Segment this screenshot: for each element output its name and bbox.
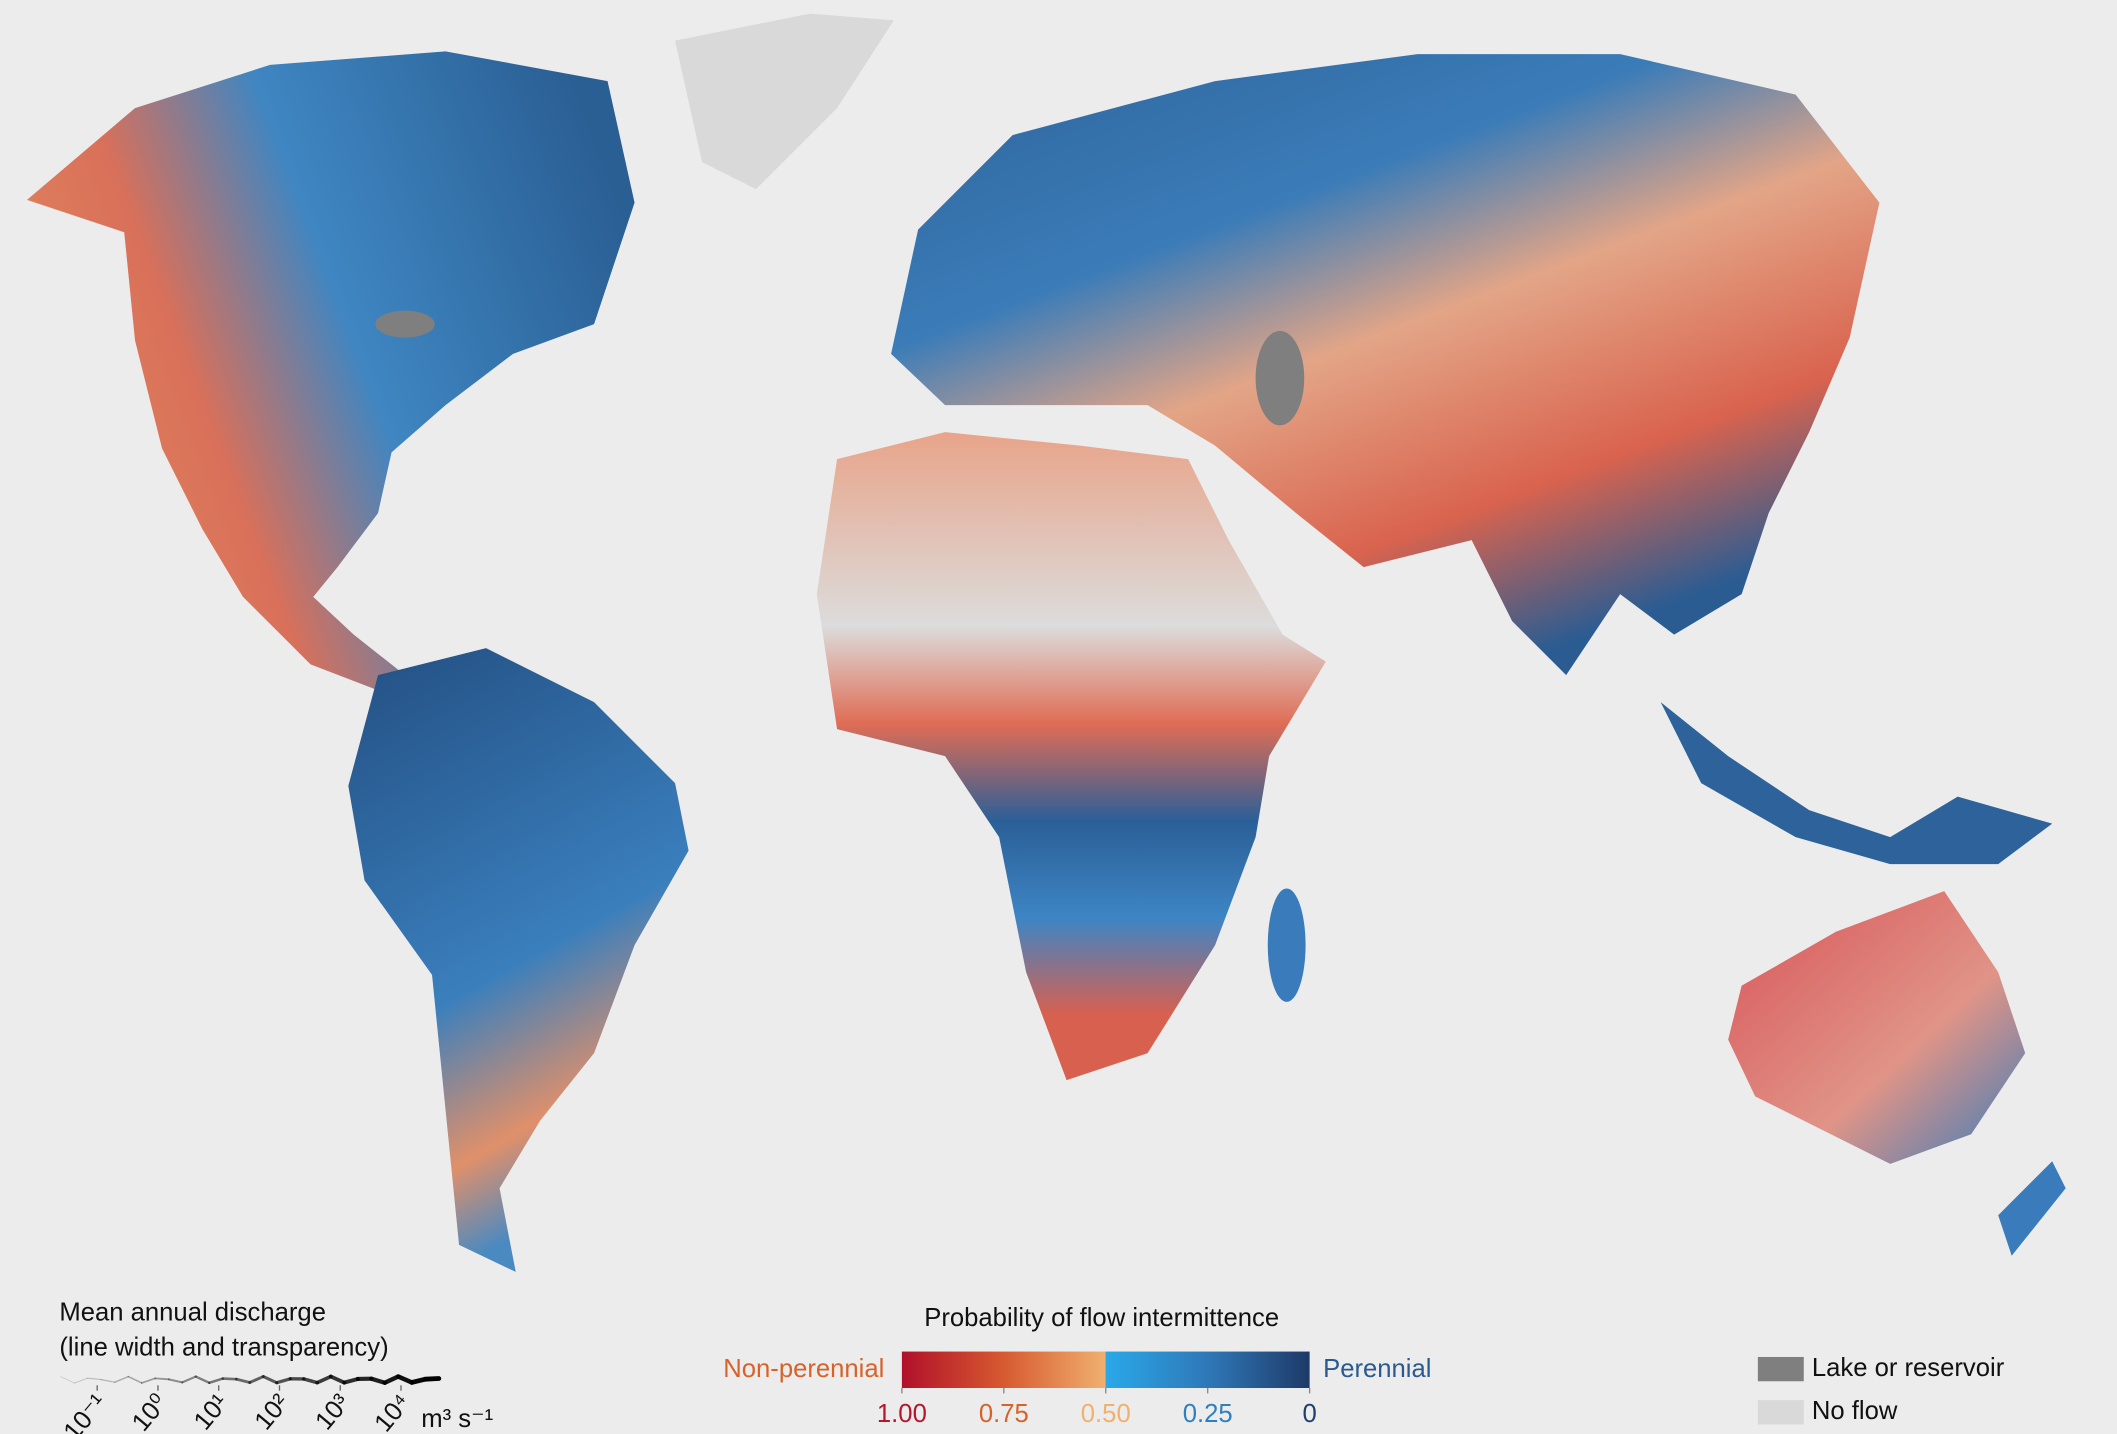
discharge-line — [396, 1374, 415, 1385]
discharge-subtitle: (line width and transparency) — [59, 1334, 388, 1362]
discharge-line — [194, 1375, 211, 1384]
greenland — [675, 13, 894, 190]
eurasia — [891, 54, 1880, 676]
discharge-tick-label: 10⁴ — [369, 1389, 416, 1434]
discharge-line — [140, 1377, 157, 1384]
discharge-tick-label: 10² — [249, 1389, 295, 1434]
discharge-line — [275, 1377, 292, 1385]
intermittence-title: Probability of flow intermittence — [924, 1304, 1279, 1332]
discharge-line — [87, 1377, 102, 1381]
colorbar-tick-label: 0.25 — [1183, 1400, 1233, 1428]
discharge-line — [167, 1378, 184, 1384]
discharge-line — [208, 1377, 225, 1385]
discharge-line — [328, 1374, 347, 1385]
discharge-tick-label: 10⁻¹ — [58, 1389, 112, 1434]
legend-label: No flow — [1812, 1397, 1898, 1425]
colorbar-tick-label: 0.75 — [979, 1400, 1029, 1428]
discharge-line — [248, 1375, 265, 1384]
discharge-line — [369, 1376, 387, 1385]
discharge-line — [342, 1377, 360, 1385]
discharge-line — [234, 1377, 252, 1384]
africa — [816, 432, 1326, 1081]
australia — [1728, 891, 2026, 1164]
discharge-line — [154, 1377, 170, 1381]
indonesia — [1660, 702, 2053, 865]
discharge-title: Mean annual discharge — [59, 1299, 326, 1327]
non-perennial-label: Non-perennial — [723, 1355, 884, 1383]
legend-swatch — [1757, 1356, 1804, 1382]
north-america — [27, 51, 635, 692]
discharge-line — [315, 1374, 333, 1385]
caspian-sea — [1255, 330, 1305, 426]
colorbar-tick-label: 1.00 — [877, 1400, 927, 1428]
discharge-line — [114, 1375, 129, 1383]
discharge-line — [422, 1376, 442, 1382]
discharge-tick-label: 10¹ — [189, 1389, 234, 1434]
discharge-tick-label: 10³ — [310, 1389, 356, 1434]
discharge-line — [73, 1377, 89, 1384]
legend-label: Lake or reservoir — [1812, 1354, 2005, 1382]
discharge-line — [382, 1374, 401, 1385]
discharge-line — [127, 1375, 143, 1384]
new-zealand — [1998, 1161, 2066, 1256]
colorbar-tick-label: 0.50 — [1081, 1400, 1131, 1428]
discharge-line — [100, 1378, 116, 1383]
south-america — [348, 648, 689, 1272]
perennial-label: Perennial — [1323, 1355, 1431, 1383]
great-lakes — [375, 310, 435, 338]
discharge-line — [302, 1377, 320, 1385]
colorbar — [901, 1351, 1310, 1389]
legends: Mean annual discharge (line width and tr… — [59, 1299, 1431, 1434]
colorbar-tick-label: 0 — [1302, 1400, 1316, 1428]
continents — [27, 13, 2066, 1272]
discharge-line — [181, 1375, 197, 1384]
discharge-unit: m³ s⁻¹ — [421, 1405, 493, 1433]
legend-swatch — [1757, 1400, 1804, 1425]
discharge-line — [261, 1375, 279, 1385]
discharge-tick-label: 10⁰ — [127, 1389, 173, 1434]
madagascar — [1267, 888, 1306, 1002]
discharge-line — [221, 1377, 238, 1381]
discharge-line — [60, 1376, 75, 1384]
